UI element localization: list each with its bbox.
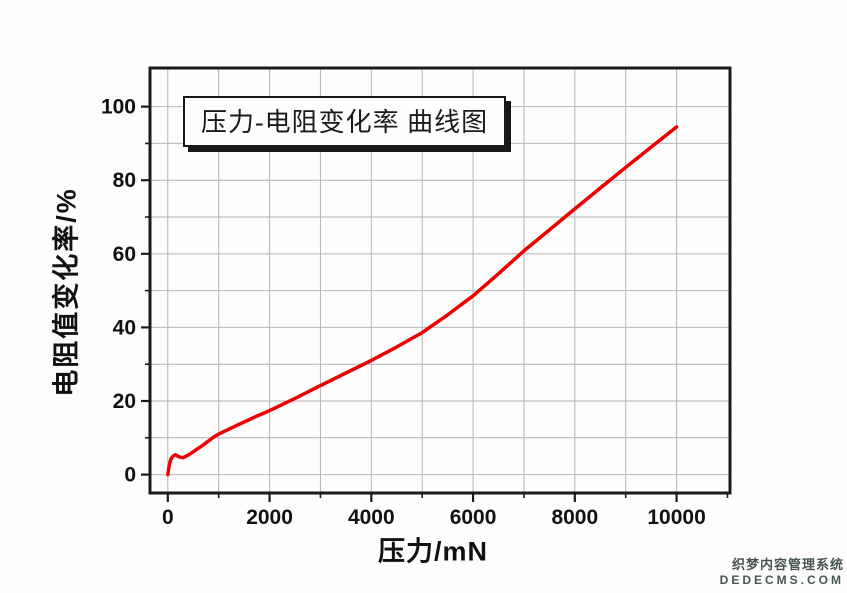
chart-title-box: 压力-电阻变化率 曲线图 xyxy=(183,96,507,147)
y-tick-label: 80 xyxy=(113,169,136,192)
x-tick-label: 10000 xyxy=(647,506,705,529)
y-tick-label: 100 xyxy=(101,96,136,119)
x-tick-label: 4000 xyxy=(348,506,395,529)
watermark-text-cn: 织梦内容管理系统 xyxy=(731,556,844,572)
chart-title: 压力-电阻变化率 曲线图 xyxy=(201,108,489,137)
x-tick-label: 0 xyxy=(162,506,174,529)
watermark-text-en: DEDECMS.COM xyxy=(719,573,844,587)
plot-frame xyxy=(148,66,732,495)
y-tick-label: 0 xyxy=(124,464,136,487)
x-axis-label: 压力/mN xyxy=(377,536,489,567)
y-axis-label: 电阻值变化率/% xyxy=(51,187,82,397)
x-tick-label: 8000 xyxy=(551,506,598,529)
y-tick-label: 40 xyxy=(113,316,136,339)
x-tick-label: 6000 xyxy=(450,506,497,529)
watermark: 织梦内容管理系统 DEDECMS.COM xyxy=(720,557,844,588)
data-series-line xyxy=(166,125,679,477)
y-tick-label: 60 xyxy=(113,243,136,266)
y-tick-label: 20 xyxy=(113,390,136,413)
x-tick-label: 2000 xyxy=(246,506,293,529)
